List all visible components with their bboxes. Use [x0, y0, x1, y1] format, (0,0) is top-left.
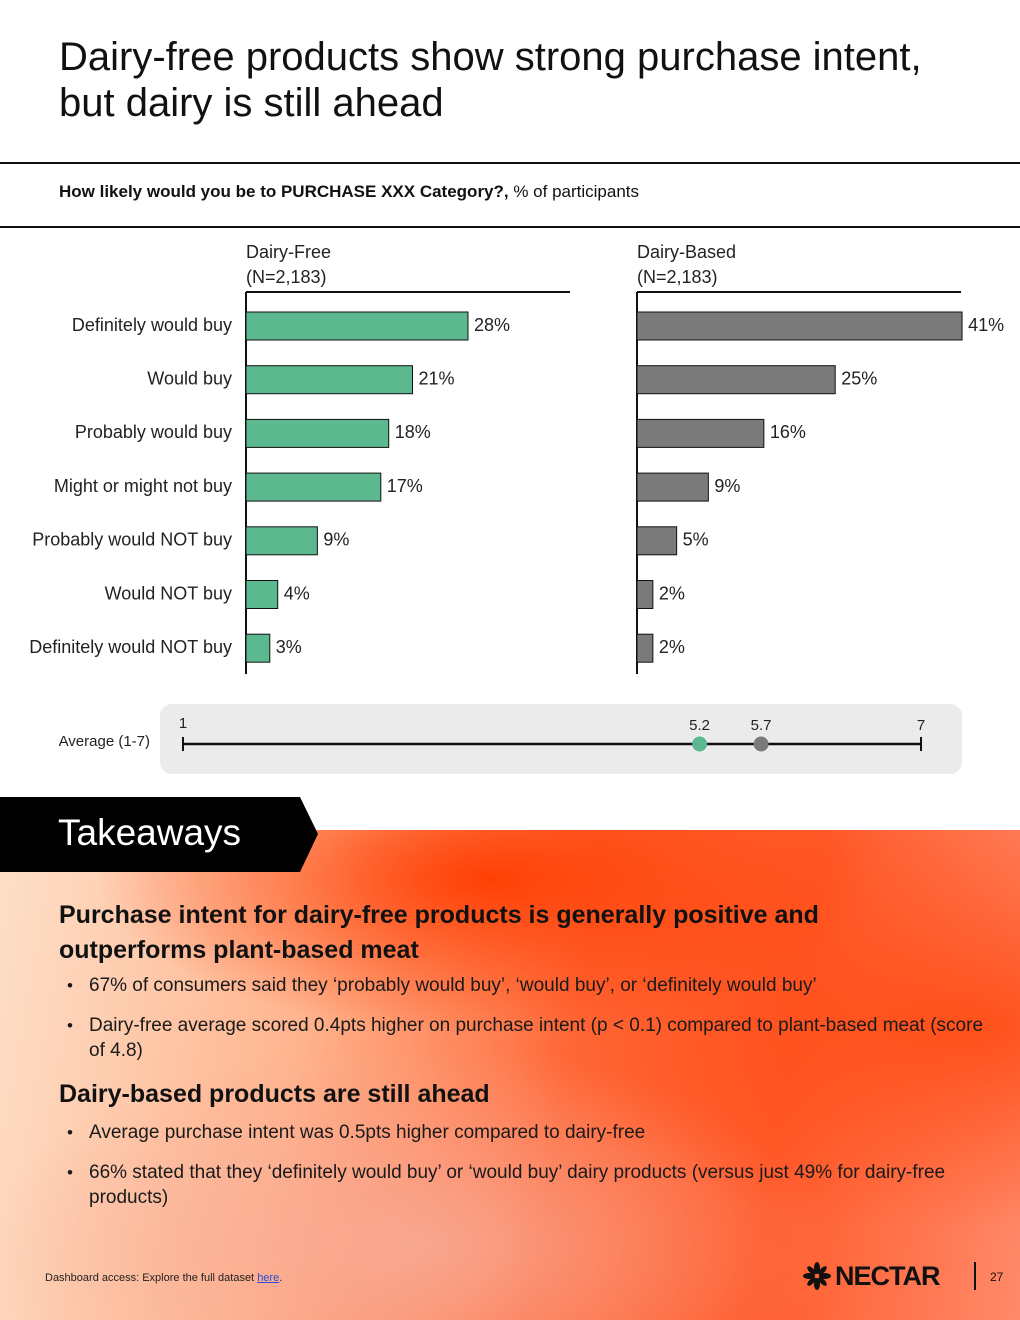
takeaway-bullet: 67% of consumers said they ‘probably wou… [67, 973, 994, 998]
bar [636, 526, 678, 556]
question-bold: How likely would you be to PURCHASE XXX … [59, 182, 509, 201]
dataset-link[interactable]: here [257, 1272, 280, 1284]
nectar-logo: NECTAR [803, 1260, 940, 1292]
question-rest: % of participants [508, 182, 640, 201]
footer-text: Dashboard access: Explore the full datas… [45, 1272, 258, 1284]
asterisk-flower-icon [803, 1262, 831, 1290]
average-point-label: 5.7 [751, 717, 772, 734]
bar [245, 418, 390, 448]
bar-value-label: 16% [770, 422, 806, 442]
bar [636, 472, 709, 502]
footer-separator [974, 1262, 976, 1290]
title-divider [0, 162, 1020, 164]
bar [636, 633, 654, 663]
takeaways-banner-label: Takeaways [58, 812, 242, 853]
bar-value-label: 9% [323, 530, 349, 550]
bar [245, 311, 469, 341]
bar [245, 580, 279, 609]
average-max-label: 7 [917, 717, 925, 734]
bar [245, 365, 413, 395]
category-label: Definitely would buy [72, 315, 232, 335]
bar [245, 472, 382, 502]
bar-value-label: 17% [387, 476, 423, 496]
bar-value-label: 28% [474, 315, 510, 335]
category-label: Might or might not buy [54, 476, 232, 496]
takeaway-heading-2: Dairy-based products are still ahead [59, 1080, 490, 1108]
page-title: Dairy-free products show strong purchase… [59, 35, 922, 125]
category-label: Would NOT buy [105, 583, 232, 603]
average-scale: Average (1-7) 1 7 5.2 5.7 [59, 704, 962, 774]
takeaway-bullet: Average purchase intent was 0.5pts highe… [67, 1120, 994, 1145]
category-label: Probably would buy [75, 422, 232, 442]
series-n-label: (N=2,183) [246, 267, 327, 287]
bar [636, 365, 836, 395]
logo-text: NECTAR [835, 1260, 940, 1291]
bar [245, 633, 271, 663]
bar-value-label: 3% [276, 637, 302, 657]
bar-value-label: 9% [714, 476, 740, 496]
average-point [753, 736, 769, 752]
takeaway-bullet: Dairy-free average scored 0.4pts higher … [67, 1013, 994, 1063]
bar [636, 580, 654, 609]
bar [636, 311, 963, 341]
series-name: Dairy-Free [246, 242, 331, 262]
bar-value-label: 21% [419, 368, 455, 388]
bar-value-label: 4% [284, 583, 310, 603]
bar [636, 418, 765, 448]
average-point [692, 736, 708, 752]
average-label: Average (1-7) [59, 733, 150, 750]
bar-value-label: 41% [968, 315, 1004, 335]
purchase-intent-chart: Definitely would buy Would buy Probably wo… [29, 242, 1004, 674]
bar-value-label: 18% [395, 422, 431, 442]
question-divider [0, 226, 1020, 228]
average-point-label: 5.2 [689, 717, 710, 734]
bar-value-label: 2% [659, 583, 685, 603]
survey-question: How likely would you be to PURCHASE XXX … [59, 182, 639, 202]
page-number: 27 [990, 1270, 1004, 1284]
category-label: Would buy [147, 368, 232, 388]
series-n-label: (N=2,183) [637, 267, 718, 287]
category-label: Probably would NOT buy [32, 530, 232, 550]
takeaway-heading-1: Purchase intent for dairy-free products … [59, 901, 819, 964]
category-label: Definitely would NOT buy [29, 637, 232, 657]
bar-value-label: 5% [683, 530, 709, 550]
series-name: Dairy-Based [637, 242, 736, 262]
average-min-label: 1 [179, 715, 187, 732]
footer-note: Dashboard access: Explore the full datas… [45, 1272, 282, 1284]
takeaways-panel: Purchase intent for dairy-free products … [0, 830, 1020, 1320]
bar-value-label: 25% [841, 368, 877, 388]
average-panel [160, 704, 962, 774]
takeaways-banner: Takeaways [0, 797, 318, 872]
bar [245, 526, 318, 556]
footer-period: . [279, 1272, 283, 1284]
takeaway-bullet: 66% stated that they ‘definitely would b… [67, 1160, 994, 1210]
bar-value-label: 2% [659, 637, 685, 657]
